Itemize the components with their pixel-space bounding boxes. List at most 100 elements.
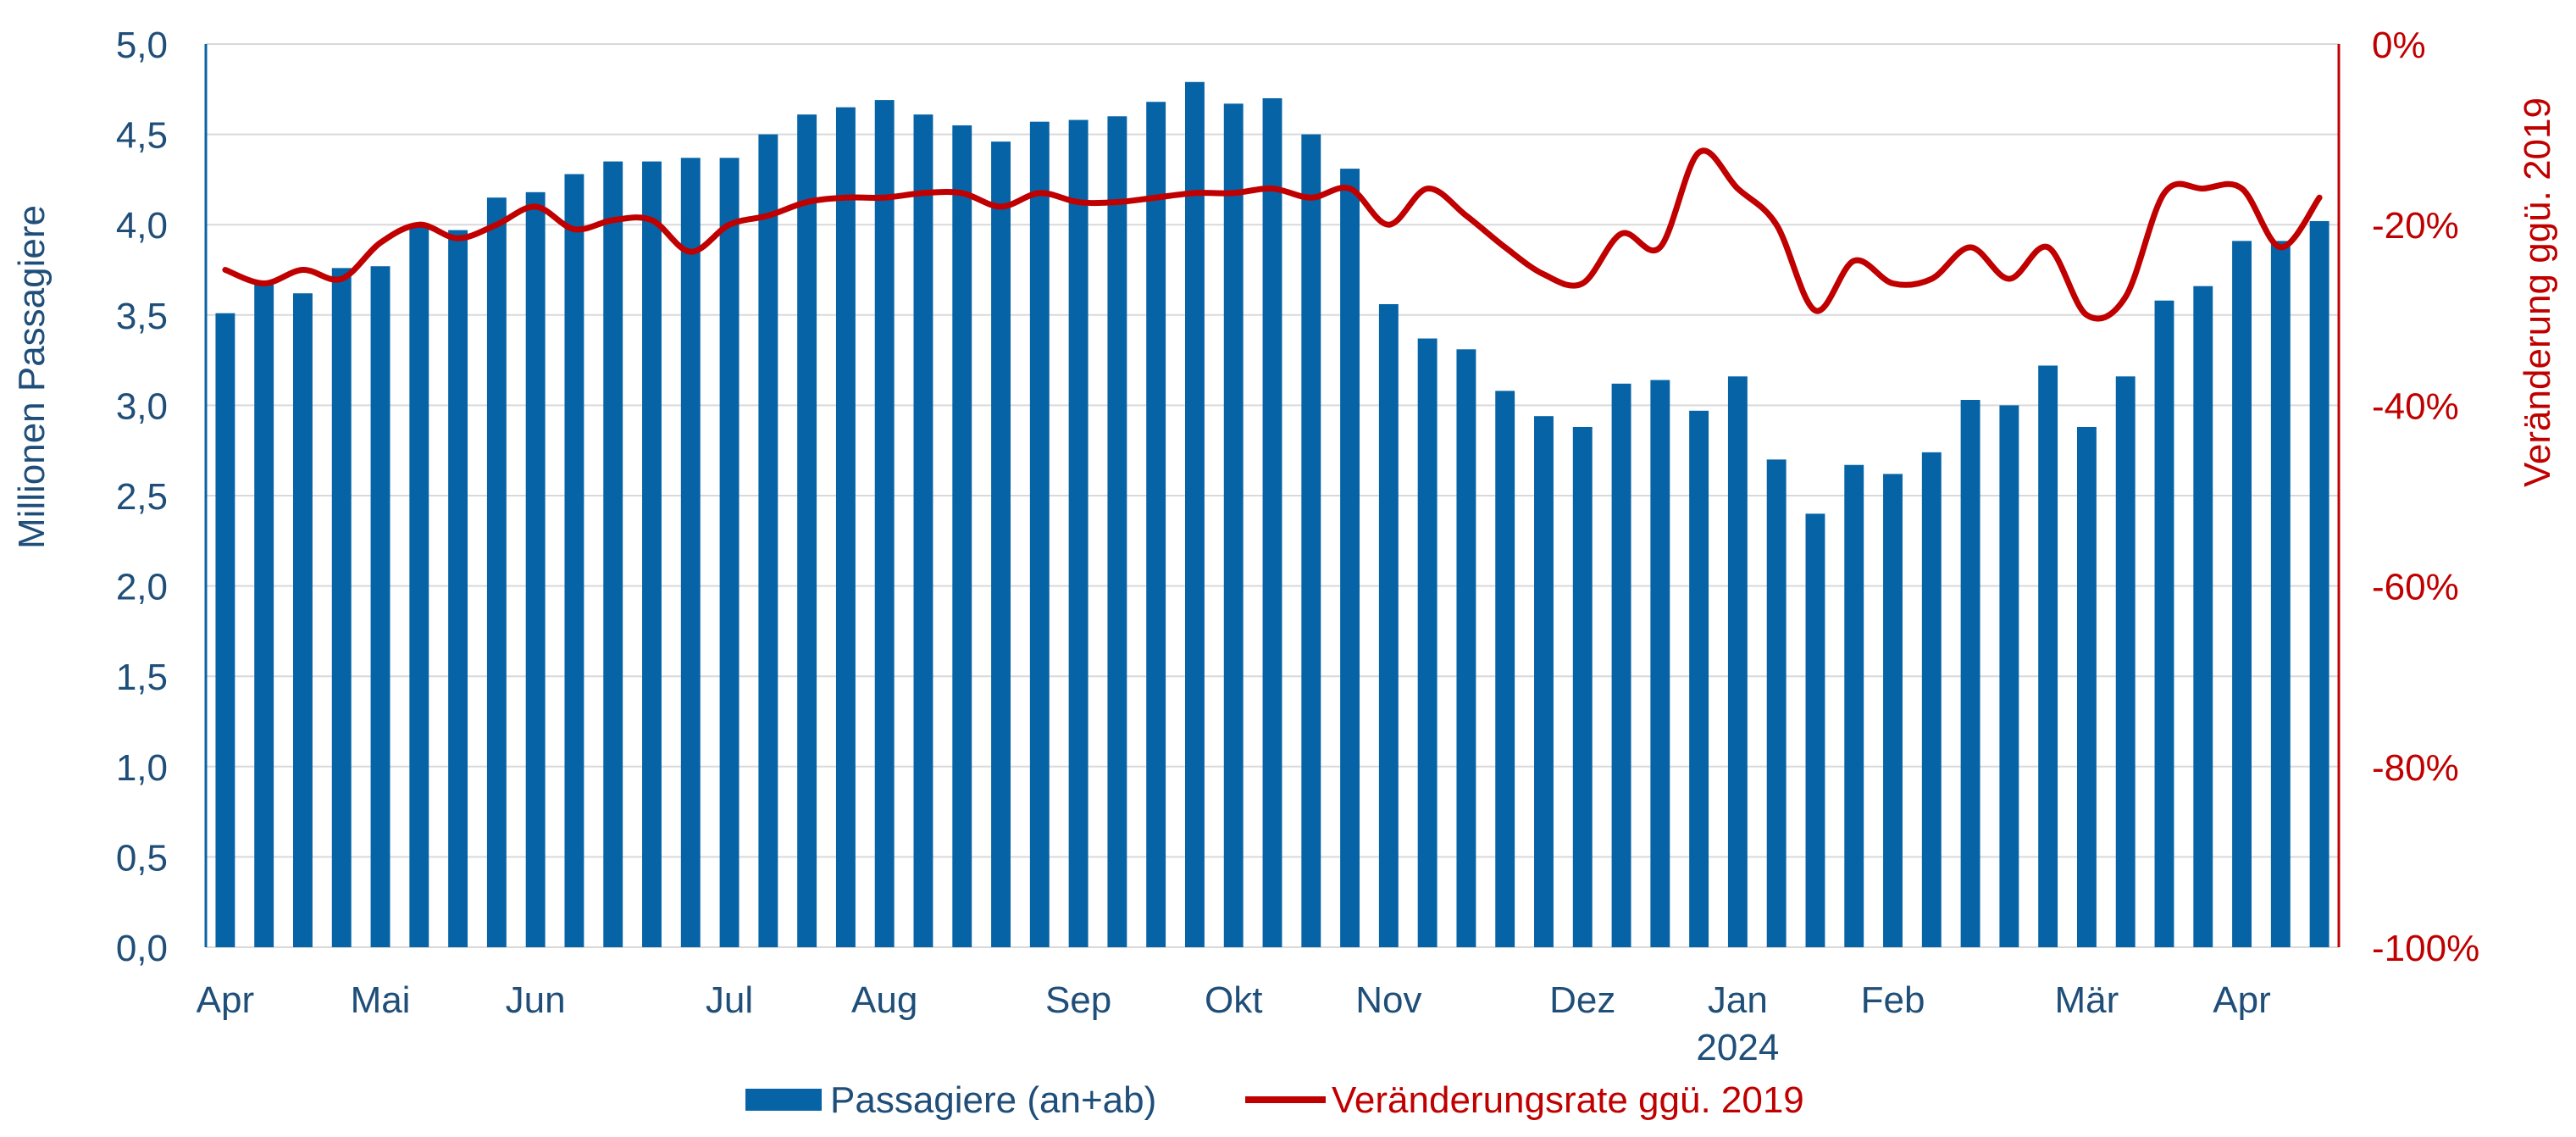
bar <box>1456 349 1476 948</box>
x-tick-label: Feb <box>1861 979 1925 1021</box>
right-tick-label: -20% <box>2372 205 2459 247</box>
left-axis-title: Millionen Passagiere <box>11 205 53 549</box>
bar <box>1689 410 1709 947</box>
bar <box>1766 459 1787 947</box>
left-tick-label: 2,0 <box>116 567 168 608</box>
right-tick-label: -100% <box>2372 928 2479 969</box>
x-tick-label: Jul <box>706 979 753 1021</box>
bar <box>2076 426 2097 947</box>
bar <box>1417 338 1438 947</box>
bar <box>874 100 895 948</box>
axes <box>204 44 2341 947</box>
bar <box>1340 169 1360 947</box>
bar <box>2309 220 2329 947</box>
right-tick-label: -40% <box>2372 385 2459 427</box>
bar <box>2270 241 2291 947</box>
bar <box>797 114 817 947</box>
left-tick-label: 5,0 <box>116 25 168 66</box>
x-tick-label: Jan <box>1708 979 1768 1021</box>
bar <box>2154 300 2174 947</box>
bar <box>293 293 313 947</box>
bar <box>564 174 584 947</box>
bar-series <box>215 81 2329 948</box>
left-tick-label: 1,5 <box>116 657 168 698</box>
bar <box>1805 513 1825 947</box>
bar <box>1844 464 1864 947</box>
right-tick-label: 0% <box>2372 25 2426 66</box>
bar <box>680 158 701 948</box>
change-rate-line <box>222 147 2323 322</box>
bar <box>1068 119 1089 947</box>
bar <box>1921 452 1942 947</box>
left-tick-label: 3,5 <box>116 296 168 337</box>
legend-bar-label: Passagiere (an+ab) <box>830 1079 1156 1121</box>
bar <box>525 191 546 948</box>
bar <box>1495 391 1515 947</box>
bar <box>1029 121 1050 947</box>
bar <box>1146 102 1166 947</box>
legend-line-label: Veränderungsrate ggü. 2019 <box>1332 1079 1804 1121</box>
x-tick-label: Apr <box>197 979 254 1021</box>
bar <box>2038 365 2058 948</box>
line-series <box>222 147 2323 322</box>
x-tick-label: Apr <box>2213 979 2270 1021</box>
bar <box>2232 241 2252 947</box>
bar <box>1572 426 1593 947</box>
bar <box>486 197 507 948</box>
bar <box>2115 376 2136 948</box>
x-tick-label: Nov <box>1355 979 1421 1021</box>
right-tick-label: -60% <box>2372 567 2459 608</box>
legend-bar-swatch <box>745 1089 822 1111</box>
bar <box>1223 103 1244 947</box>
bar <box>1184 81 1205 948</box>
bar <box>370 266 391 948</box>
right-axis-tick-labels: 0% -20% -40% -60% -80% -100% <box>2372 25 2479 969</box>
bar <box>1999 405 2019 947</box>
left-tick-label: 2,5 <box>116 476 168 518</box>
left-axis-tick-labels: 0,0 0,5 1,0 1,5 2,0 2,5 3,0 3,5 4,0 4,5 5,0 <box>116 25 168 969</box>
left-tick-label: 3,0 <box>116 385 168 427</box>
x-tick-label: Mär <box>2055 979 2119 1021</box>
bar <box>603 161 623 947</box>
bar <box>1301 134 1321 948</box>
bar <box>409 225 429 947</box>
bar <box>1960 400 1980 947</box>
bar <box>1534 416 1554 947</box>
bar <box>1262 97 1282 947</box>
left-tick-label: 0,5 <box>116 837 168 879</box>
bar <box>1378 304 1399 947</box>
x-year-label: 2024 <box>1696 1027 1779 1068</box>
bar <box>1611 383 1631 947</box>
bar <box>448 230 468 947</box>
x-tick-label: Dez <box>1549 979 1615 1021</box>
bar <box>1107 116 1127 947</box>
bar <box>1883 474 1903 947</box>
bar <box>719 158 740 948</box>
bar <box>215 313 235 948</box>
bar <box>2193 286 2213 947</box>
bar <box>1727 376 1748 948</box>
bar <box>1650 380 1670 947</box>
left-tick-label: 4,0 <box>116 205 168 247</box>
x-axis-tick-labels: Apr Mai Jun Jul Aug Sep Okt Nov Dez Jan Feb Mär Apr 2… <box>197 979 2271 1068</box>
bar <box>991 141 1011 948</box>
x-tick-label: Okt <box>1205 979 1262 1021</box>
legend: Passagiere (an+ab) Veränderungsrate ggü.… <box>745 1079 1804 1121</box>
left-tick-label: 4,5 <box>116 115 168 157</box>
bar <box>835 107 856 948</box>
x-tick-label: Sep <box>1045 979 1111 1021</box>
right-axis-title: Veränderung ggü. 2019 <box>2517 97 2558 487</box>
left-tick-label: 1,0 <box>116 747 168 789</box>
bar <box>952 125 972 947</box>
right-tick-label: -80% <box>2372 747 2459 789</box>
bar <box>642 161 662 947</box>
x-tick-label: Jun <box>506 979 566 1021</box>
bar <box>331 268 352 947</box>
x-tick-label: Mai <box>351 979 411 1021</box>
left-tick-label: 0,0 <box>116 928 168 969</box>
bar <box>758 134 778 948</box>
bar <box>254 284 274 947</box>
bar <box>913 114 933 947</box>
